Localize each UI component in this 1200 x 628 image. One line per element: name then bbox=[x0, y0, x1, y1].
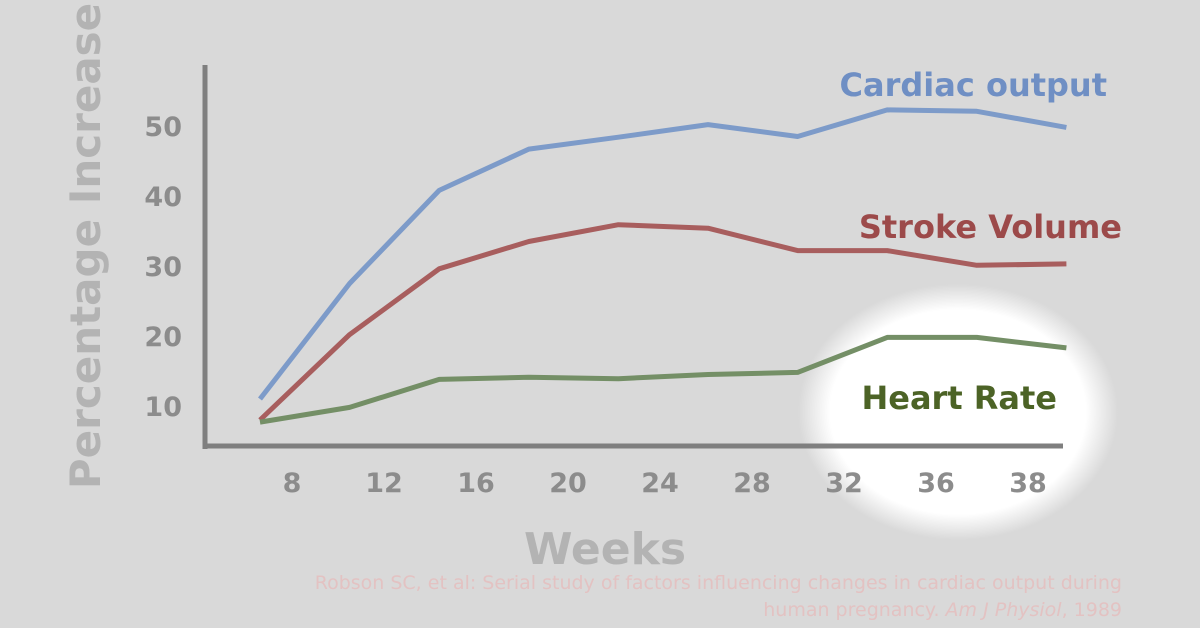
series-line-heart-rate bbox=[259, 334, 1067, 425]
series-label-stroke-volume: Stroke Volume bbox=[859, 208, 1122, 246]
y-tick-label: 10 bbox=[144, 392, 182, 423]
axes bbox=[202, 65, 1063, 449]
series-label-heart-rate: Heart Rate bbox=[861, 379, 1057, 417]
series-line-cardiac-output bbox=[258, 107, 1067, 401]
x-tick-labels: 8 12 16 20 24 28 32 36 38 bbox=[283, 468, 1047, 499]
citation: Robson SC, et al: Serial study of factor… bbox=[222, 570, 1122, 624]
series-lines bbox=[258, 107, 1067, 425]
x-tick-label: 28 bbox=[733, 468, 771, 499]
x-tick-label: 38 bbox=[1009, 468, 1047, 499]
citation-journal: Am J Physiol bbox=[945, 599, 1062, 621]
x-tick-label: 24 bbox=[641, 468, 679, 499]
y-tick-label: 30 bbox=[144, 252, 182, 283]
x-tick-label: 20 bbox=[549, 468, 587, 499]
y-tick-label: 20 bbox=[144, 322, 182, 353]
series-line-stroke-volume bbox=[258, 222, 1067, 422]
y-tick-label: 50 bbox=[144, 112, 182, 143]
x-tick-label: 32 bbox=[825, 468, 863, 499]
citation-line-1: Robson SC, et al: Serial study of factor… bbox=[314, 572, 1122, 594]
citation-year: , 1989 bbox=[1061, 599, 1122, 621]
y-tick-label: 40 bbox=[144, 182, 182, 213]
citation-title-end: human pregnancy. bbox=[763, 599, 946, 621]
y-axis-title: Percentage Increase bbox=[61, 3, 110, 489]
highlight-glow bbox=[798, 284, 1118, 540]
citation-line-2: human pregnancy. Am J Physiol, 1989 bbox=[222, 597, 1122, 624]
x-tick-label: 36 bbox=[917, 468, 955, 499]
x-tick-label: 8 bbox=[283, 468, 302, 499]
x-tick-label: 16 bbox=[457, 468, 495, 499]
series-label-cardiac-output: Cardiac output bbox=[840, 66, 1107, 104]
y-tick-labels: 10 20 30 40 50 bbox=[144, 112, 182, 423]
x-tick-label: 12 bbox=[365, 468, 403, 499]
x-axis-title: Weeks bbox=[524, 524, 686, 575]
